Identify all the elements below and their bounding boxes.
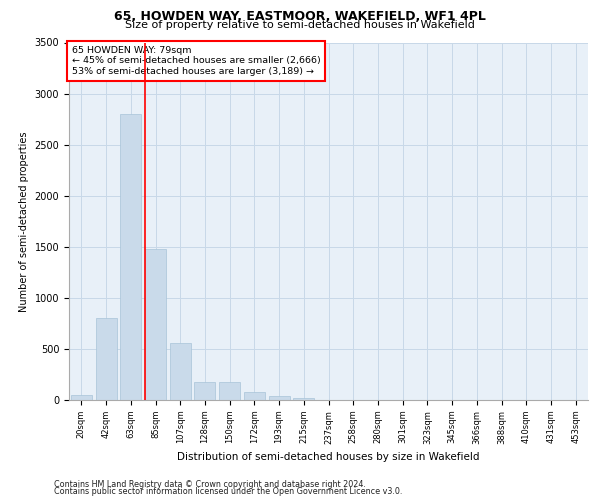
Bar	[95, 318, 116, 400]
Text: 65, HOWDEN WAY, EASTMOOR, WAKEFIELD, WF1 4PL: 65, HOWDEN WAY, EASTMOOR, WAKEFIELD, WF1…	[114, 10, 486, 23]
X-axis label: Distribution of semi-detached houses by size in Wakefield: Distribution of semi-detached houses by …	[177, 452, 480, 462]
Text: Contains HM Land Registry data © Crown copyright and database right 2024.: Contains HM Land Registry data © Crown c…	[54, 480, 366, 489]
Bar	[269, 396, 290, 400]
Bar	[219, 382, 240, 400]
Bar	[244, 392, 265, 400]
Text: 65 HOWDEN WAY: 79sqm
← 45% of semi-detached houses are smaller (2,666)
53% of se: 65 HOWDEN WAY: 79sqm ← 45% of semi-detac…	[71, 46, 320, 76]
Bar	[120, 114, 141, 400]
Bar	[145, 249, 166, 400]
Bar	[293, 398, 314, 400]
Text: Contains public sector information licensed under the Open Government Licence v3: Contains public sector information licen…	[54, 487, 403, 496]
Bar	[71, 395, 92, 400]
Bar	[194, 382, 215, 400]
Y-axis label: Number of semi-detached properties: Number of semi-detached properties	[19, 131, 29, 312]
Bar	[170, 343, 191, 400]
Text: Size of property relative to semi-detached houses in Wakefield: Size of property relative to semi-detach…	[125, 20, 475, 30]
